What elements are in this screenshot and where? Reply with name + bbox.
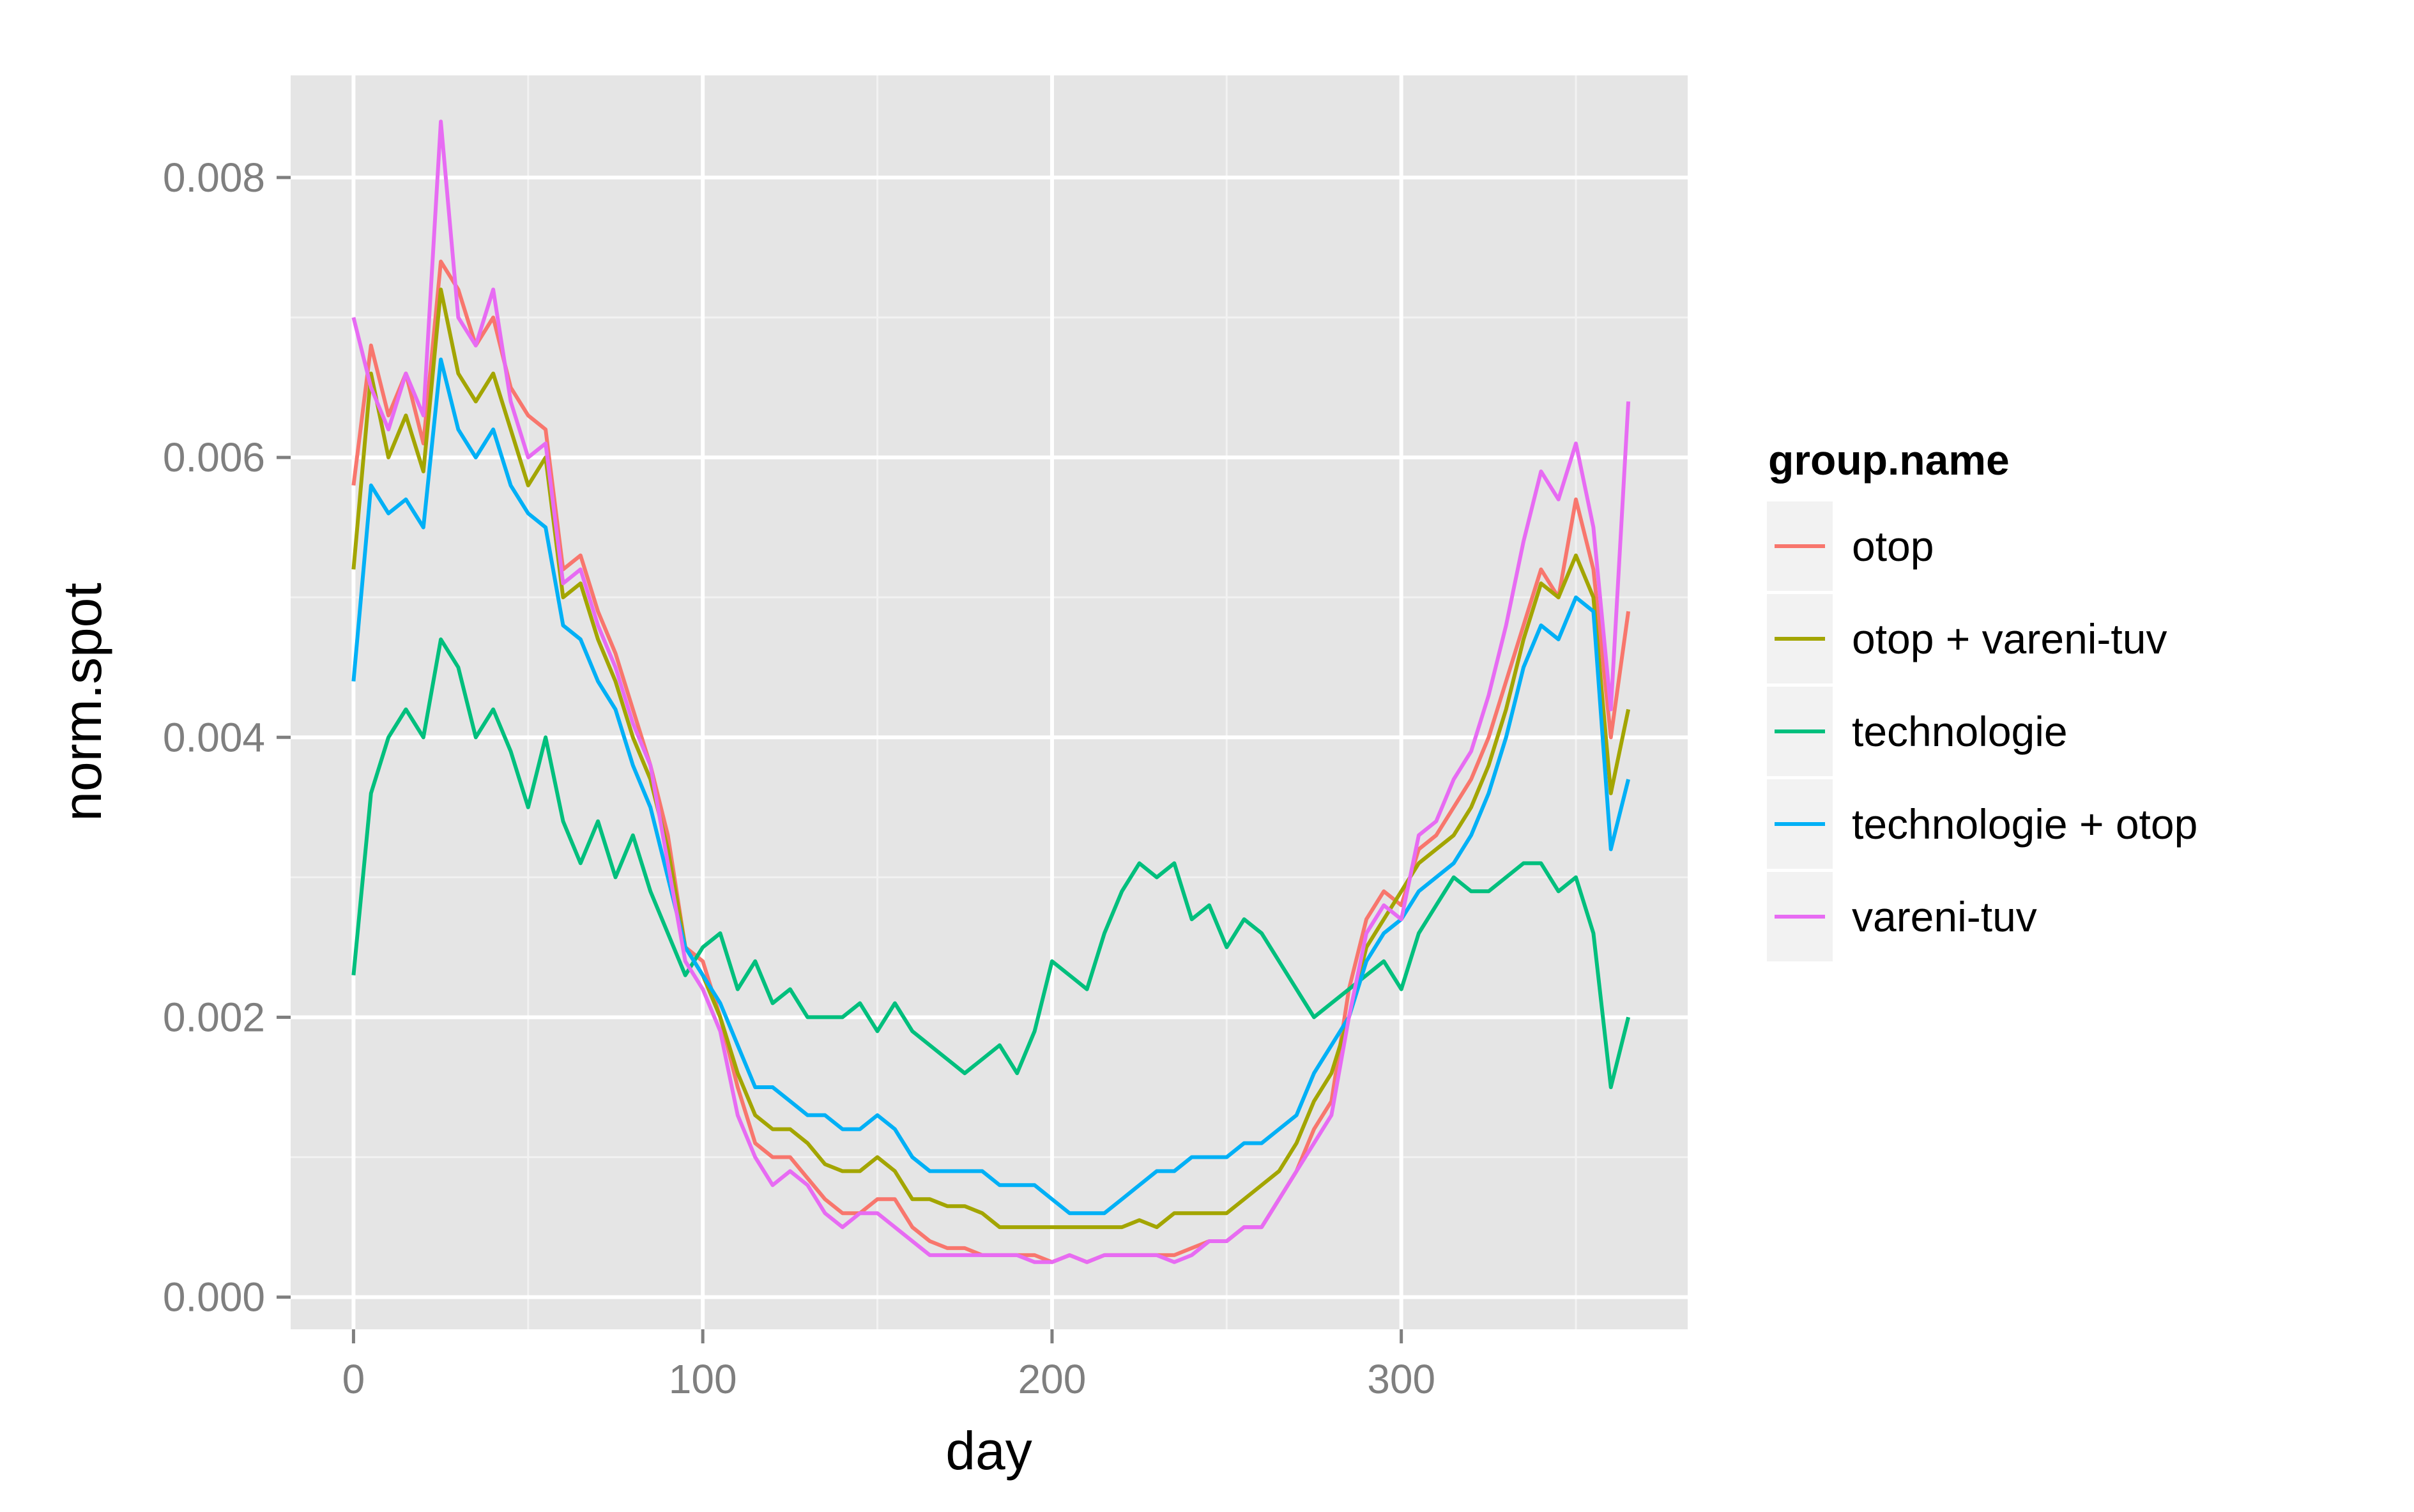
x-tick-label: 300 (1367, 1356, 1435, 1402)
y-tick-label: 0.000 (163, 1274, 265, 1320)
x-axis: 0 100 200 300 (342, 1329, 1435, 1402)
legend: group.name otop otop + vareni-tuv technolo… (1767, 436, 2197, 961)
legend-label: technologie (1852, 708, 2068, 755)
minor-gridlines (291, 75, 1688, 1329)
series-line-technologie-otop (351, 357, 1631, 1216)
legend-label: otop (1852, 523, 1934, 570)
x-axis-title: day (945, 1421, 1032, 1481)
y-tick-label: 0.008 (163, 155, 265, 201)
series-lines (351, 119, 1631, 1264)
y-tick-label: 0.002 (163, 994, 265, 1040)
y-axis: 0.000 0.002 0.004 0.006 0.008 (163, 155, 291, 1320)
legend-label: otop + vareni-tuv (1852, 615, 2167, 662)
y-tick-label: 0.004 (163, 714, 265, 760)
x-tick-label: 100 (669, 1356, 737, 1402)
panel-background (291, 75, 1688, 1329)
x-tick-label: 0 (342, 1356, 365, 1402)
major-gridlines (291, 75, 1688, 1329)
series-line-technologie (351, 637, 1631, 1089)
y-tick-label: 0.006 (163, 434, 265, 480)
series-line-vareni-tuv (351, 119, 1631, 1264)
legend-label: vareni-tuv (1852, 893, 2037, 940)
y-axis-title: norm.spot (52, 583, 112, 821)
x-tick-label: 200 (1018, 1356, 1087, 1402)
series-line-otop-vareni-tuv (351, 287, 1631, 1230)
legend-label: technologie + otop (1852, 800, 2197, 848)
legend-title: group.name (1768, 436, 2010, 484)
